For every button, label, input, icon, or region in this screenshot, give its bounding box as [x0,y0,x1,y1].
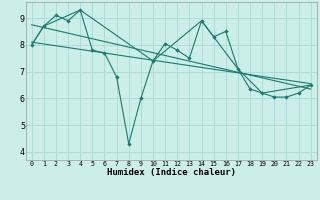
X-axis label: Humidex (Indice chaleur): Humidex (Indice chaleur) [107,168,236,177]
